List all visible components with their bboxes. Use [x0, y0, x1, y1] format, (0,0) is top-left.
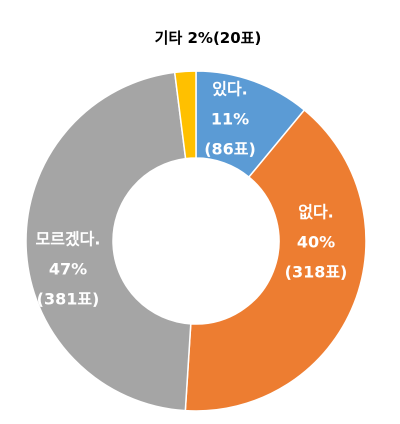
data-label-part: 기타 [155, 29, 183, 47]
data-label-part: (20표) [213, 29, 261, 47]
data-label: 모르겠다. [36, 230, 101, 249]
data-label: 47% [49, 260, 87, 279]
donut-slice [173, 70, 197, 160]
data-label: (86표) [204, 140, 256, 159]
data-label-part: 2% [182, 29, 213, 47]
donut-slice [184, 108, 367, 412]
data-label: 기타 2%(20표) [155, 29, 262, 47]
data-label: (381표) [37, 290, 100, 309]
data-label: 없다. [298, 203, 334, 222]
data-label: (318표) [285, 263, 348, 282]
donut-slice [25, 71, 192, 412]
data-label: 11% [211, 110, 249, 129]
data-label: 40% [297, 233, 335, 252]
data-label: 있다. [212, 80, 248, 99]
